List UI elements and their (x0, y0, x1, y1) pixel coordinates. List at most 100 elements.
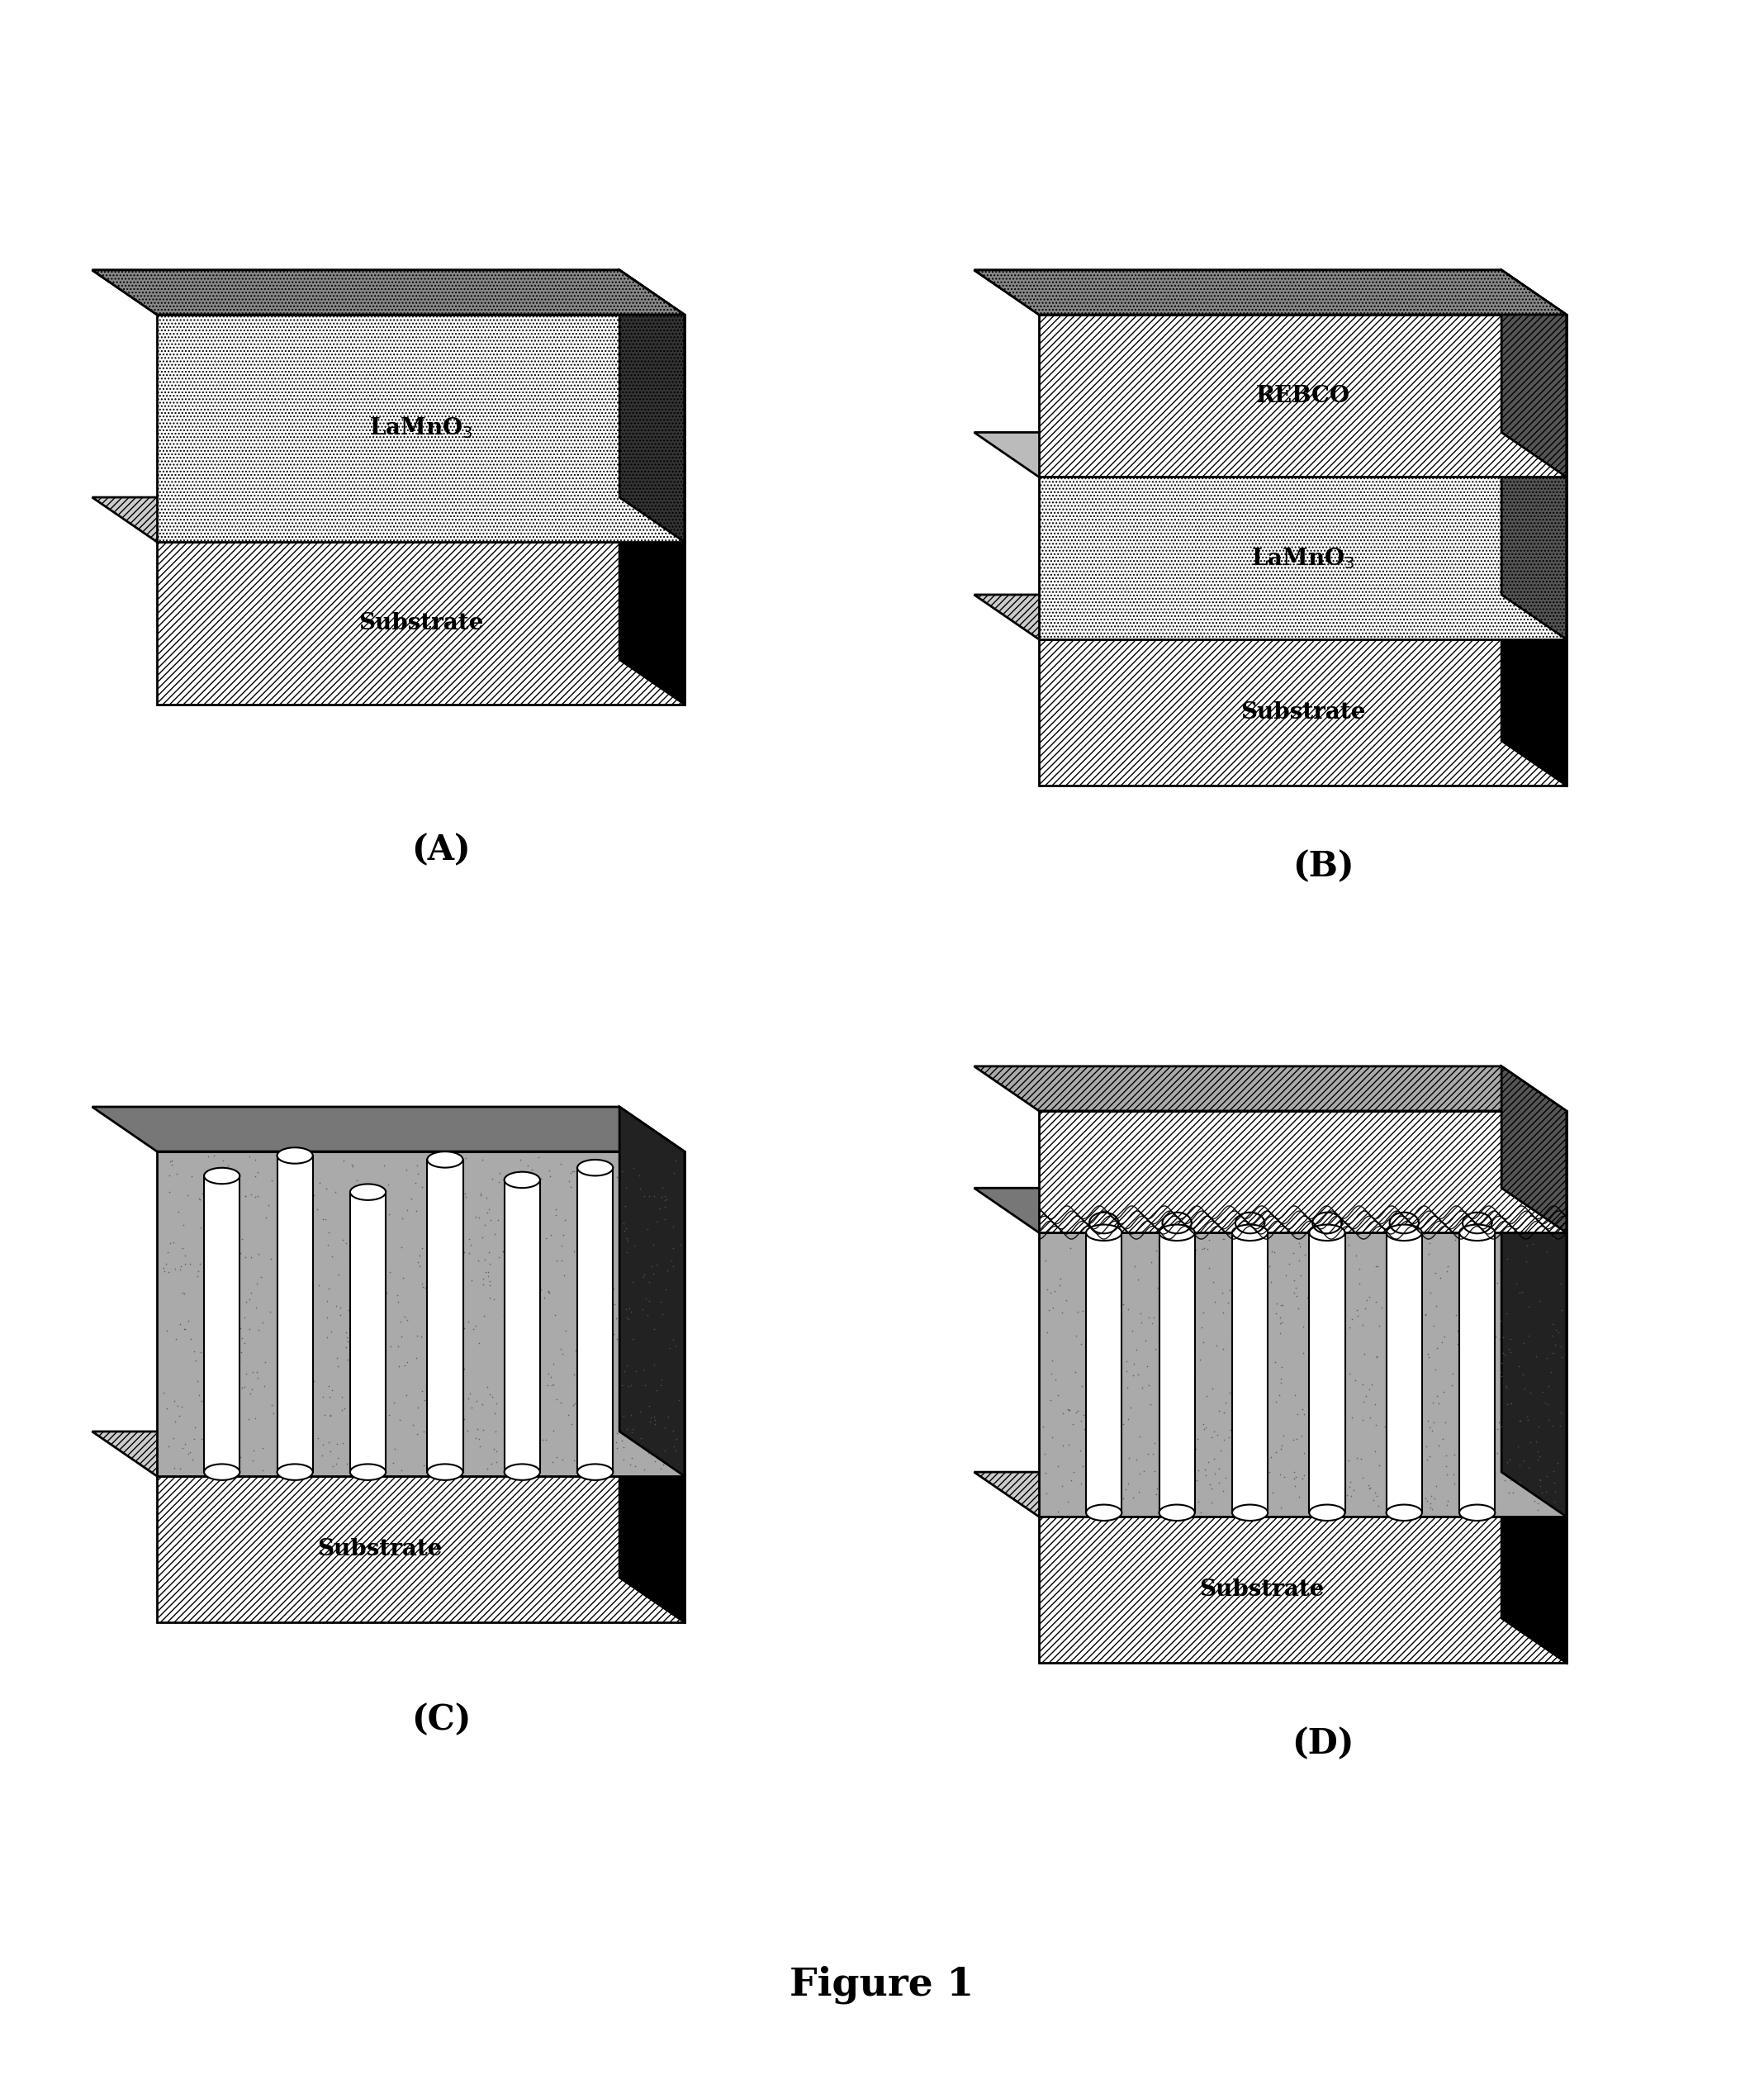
Point (1074, 1283, 1102, 1316)
Point (1406, 1237, 1434, 1270)
Point (1505, 1404, 1533, 1437)
Point (503, 1272, 531, 1306)
Point (1364, 1249, 1392, 1283)
Point (1330, 1241, 1358, 1274)
Point (1445, 1222, 1473, 1255)
Point (1420, 1481, 1448, 1515)
Point (1487, 1360, 1515, 1393)
Point (1328, 1393, 1357, 1427)
Point (536, 1218, 564, 1251)
Point (344, 1406, 372, 1439)
Point (483, 1203, 512, 1237)
Point (1469, 1352, 1498, 1385)
Point (1071, 1460, 1099, 1494)
Point (1118, 1481, 1147, 1515)
Point (393, 1304, 422, 1337)
Point (1376, 1291, 1404, 1324)
Point (298, 1349, 326, 1383)
Point (443, 1304, 471, 1337)
Point (1281, 1276, 1309, 1310)
Point (1441, 1222, 1469, 1255)
Point (1189, 1295, 1217, 1329)
Point (534, 1153, 563, 1187)
Point (1312, 1406, 1341, 1439)
Point (1413, 1485, 1441, 1519)
Point (1215, 1421, 1244, 1454)
Point (189, 1178, 217, 1212)
Point (1284, 1291, 1312, 1324)
Point (464, 1201, 492, 1235)
Point (1485, 1322, 1514, 1356)
Point (1200, 1266, 1228, 1299)
Point (1242, 1281, 1270, 1314)
Polygon shape (974, 595, 1566, 639)
Point (342, 1164, 370, 1197)
Point (1064, 1295, 1092, 1329)
Point (164, 1400, 192, 1433)
Point (1439, 1458, 1468, 1492)
Point (1496, 1335, 1524, 1368)
Point (309, 1201, 337, 1235)
Polygon shape (619, 1107, 684, 1477)
Point (501, 1214, 529, 1247)
Point (1205, 1452, 1233, 1485)
Point (258, 1389, 286, 1423)
Point (1399, 1289, 1427, 1322)
Point (194, 1318, 222, 1352)
Point (1438, 1368, 1466, 1402)
Point (402, 1195, 430, 1228)
Point (1385, 1454, 1413, 1487)
Point (330, 1145, 358, 1178)
Point (1291, 1239, 1319, 1272)
Point (1069, 1398, 1097, 1431)
Point (614, 1301, 642, 1335)
Point (538, 1446, 566, 1479)
Point (1484, 1437, 1512, 1471)
Point (533, 1368, 561, 1402)
Point (314, 1368, 342, 1402)
Point (1286, 1481, 1314, 1515)
Point (1319, 1408, 1348, 1441)
Point (540, 1368, 568, 1402)
Point (445, 1301, 473, 1335)
Point (1348, 1462, 1376, 1496)
Point (640, 1180, 669, 1214)
Point (1321, 1429, 1349, 1462)
Point (536, 1159, 564, 1193)
Point (663, 1423, 691, 1456)
Point (1124, 1264, 1152, 1297)
Point (330, 1391, 358, 1425)
Ellipse shape (1087, 1504, 1122, 1521)
Point (639, 1258, 667, 1291)
Point (295, 1389, 323, 1423)
Point (185, 1379, 213, 1412)
Point (660, 1429, 688, 1462)
Point (1034, 1272, 1062, 1306)
Point (429, 1331, 457, 1364)
Ellipse shape (505, 1464, 540, 1481)
Point (291, 1276, 319, 1310)
Point (153, 1391, 182, 1425)
Point (325, 1441, 353, 1475)
Point (582, 1147, 610, 1180)
Point (512, 1421, 540, 1454)
Point (1094, 1418, 1122, 1452)
Polygon shape (92, 269, 684, 315)
Point (1376, 1264, 1404, 1297)
Point (1267, 1316, 1295, 1349)
Point (168, 1233, 196, 1266)
Point (245, 1237, 273, 1270)
Point (392, 1379, 420, 1412)
Point (1379, 1425, 1408, 1458)
Point (1141, 1427, 1170, 1460)
Point (1416, 1492, 1445, 1525)
Point (1233, 1260, 1261, 1293)
Point (566, 1327, 594, 1360)
Point (243, 1362, 272, 1395)
Point (1496, 1464, 1524, 1498)
Point (496, 1249, 524, 1283)
Point (379, 1446, 407, 1479)
Point (1249, 1425, 1277, 1458)
Point (293, 1235, 321, 1268)
Point (1355, 1473, 1383, 1506)
